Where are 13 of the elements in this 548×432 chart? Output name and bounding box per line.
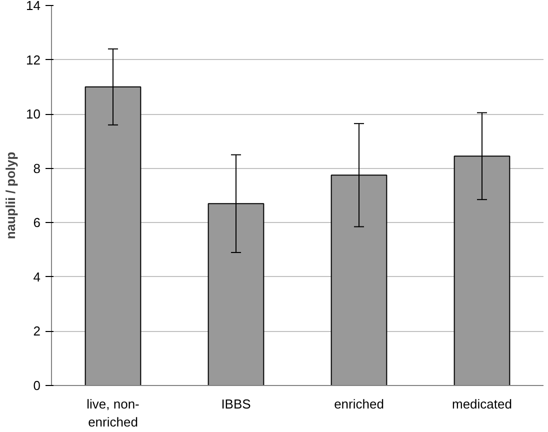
y-tick-label: 12: [26, 52, 41, 68]
y-tick-label: 8: [33, 160, 41, 176]
y-axis-title: nauplii / polyp: [3, 152, 18, 240]
x-tick-label: live, non- enriched: [86, 396, 140, 430]
y-tick-label: 2: [33, 324, 41, 339]
y-tick-label: 14: [26, 0, 41, 13]
y-tick-label: 0: [33, 378, 41, 393]
y-tick-label: 6: [33, 215, 41, 230]
y-tick-label: 4: [33, 269, 41, 284]
y-tick-label: 10: [26, 106, 41, 122]
x-tick-label: IBBS: [221, 396, 252, 412]
x-tick-label: medicated: [452, 396, 512, 412]
x-tick-label: enriched: [334, 396, 384, 412]
